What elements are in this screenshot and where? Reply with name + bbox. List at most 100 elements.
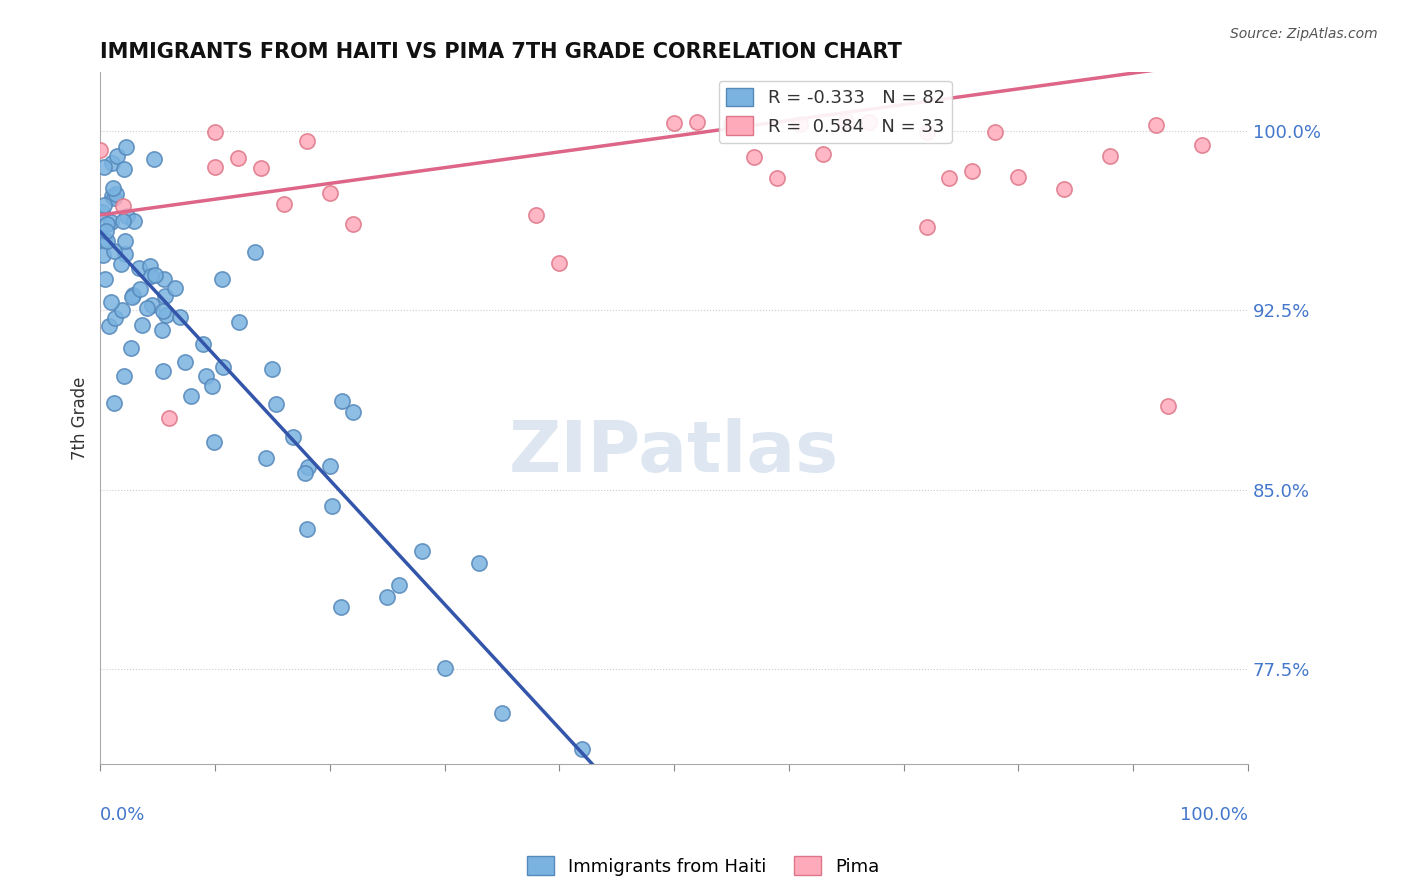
- Point: [120, 341, 142, 355]
- Point: [105, 149, 128, 163]
- Point: [139, 259, 162, 273]
- Point: [103, 244, 125, 259]
- Point: [204, 160, 226, 174]
- Point: [112, 369, 135, 384]
- Point: [319, 459, 342, 474]
- Point: [319, 186, 342, 201]
- Point: [375, 590, 398, 604]
- Point: [103, 180, 125, 194]
- Point: [89, 143, 111, 157]
- Point: [273, 196, 295, 211]
- Point: [1007, 169, 1029, 184]
- Point: [104, 310, 127, 325]
- Point: [984, 125, 1007, 139]
- Point: [103, 396, 125, 410]
- Legend: R = -0.333   N = 82, R =  0.584   N = 33: R = -0.333 N = 82, R = 0.584 N = 33: [718, 80, 952, 143]
- Point: [180, 389, 202, 403]
- Point: [152, 364, 174, 378]
- Point: [468, 557, 491, 571]
- Point: [112, 199, 135, 213]
- Point: [112, 162, 135, 177]
- Point: [294, 466, 316, 480]
- Point: [342, 217, 364, 231]
- Point: [526, 208, 548, 222]
- Point: [117, 209, 139, 223]
- Point: [212, 359, 235, 374]
- Point: [789, 117, 811, 131]
- Point: [1099, 149, 1122, 163]
- Point: [411, 544, 433, 558]
- Point: [150, 323, 173, 337]
- Point: [121, 290, 143, 304]
- Text: ZIPatlas: ZIPatlas: [509, 418, 839, 487]
- Point: [91, 248, 114, 262]
- Point: [104, 186, 127, 201]
- Point: [114, 246, 136, 260]
- Point: [548, 256, 571, 270]
- Point: [640, 793, 662, 807]
- Point: [264, 397, 287, 411]
- Point: [228, 315, 250, 329]
- Point: [433, 661, 456, 675]
- Point: [122, 214, 145, 228]
- Point: [93, 197, 115, 211]
- Point: [329, 599, 352, 614]
- Text: IMMIGRANTS FROM HAITI VS PIMA 7TH GRADE CORRELATION CHART: IMMIGRANTS FROM HAITI VS PIMA 7TH GRADE …: [100, 42, 903, 62]
- Point: [204, 125, 226, 139]
- Point: [571, 742, 593, 756]
- Point: [94, 225, 117, 239]
- Point: [103, 191, 125, 205]
- Point: [262, 362, 284, 376]
- Point: [744, 150, 766, 164]
- Point: [100, 214, 122, 228]
- Point: [330, 393, 353, 408]
- Point: [720, 118, 742, 132]
- Point: [962, 163, 984, 178]
- Point: [129, 282, 152, 296]
- Point: [152, 304, 174, 318]
- Point: [115, 140, 138, 154]
- Point: [141, 298, 163, 312]
- Point: [1144, 118, 1167, 132]
- Point: [131, 318, 153, 333]
- Point: [1191, 137, 1213, 152]
- Point: [813, 146, 835, 161]
- Point: [101, 188, 124, 202]
- Point: [1156, 399, 1178, 413]
- Point: [195, 369, 218, 384]
- Point: [110, 257, 132, 271]
- Point: [858, 114, 880, 128]
- Point: [100, 295, 122, 310]
- Point: [121, 288, 143, 302]
- Point: [93, 160, 115, 174]
- Point: [143, 152, 166, 166]
- Point: [491, 706, 513, 720]
- Point: [94, 271, 117, 285]
- Point: [295, 134, 318, 148]
- Point: [174, 355, 197, 369]
- Point: [915, 219, 938, 234]
- Text: 0.0%: 0.0%: [100, 805, 146, 824]
- Point: [211, 272, 233, 286]
- Point: [114, 234, 136, 248]
- Point: [202, 435, 225, 450]
- Y-axis label: 7th Grade: 7th Grade: [72, 376, 89, 459]
- Point: [165, 281, 187, 295]
- Point: [191, 337, 214, 351]
- Point: [90, 204, 112, 219]
- Point: [321, 500, 343, 514]
- Point: [139, 268, 162, 283]
- Point: [101, 156, 124, 170]
- Point: [938, 171, 960, 186]
- Point: [153, 288, 176, 302]
- Point: [388, 577, 411, 591]
- Text: Source: ZipAtlas.com: Source: ZipAtlas.com: [1230, 27, 1378, 41]
- Text: 100.0%: 100.0%: [1180, 805, 1249, 824]
- Point: [254, 451, 277, 466]
- Point: [169, 310, 191, 325]
- Point: [96, 217, 118, 231]
- Legend: Immigrants from Haiti, Pima: Immigrants from Haiti, Pima: [519, 849, 887, 883]
- Point: [245, 245, 267, 260]
- Point: [98, 318, 121, 333]
- Point: [93, 234, 115, 248]
